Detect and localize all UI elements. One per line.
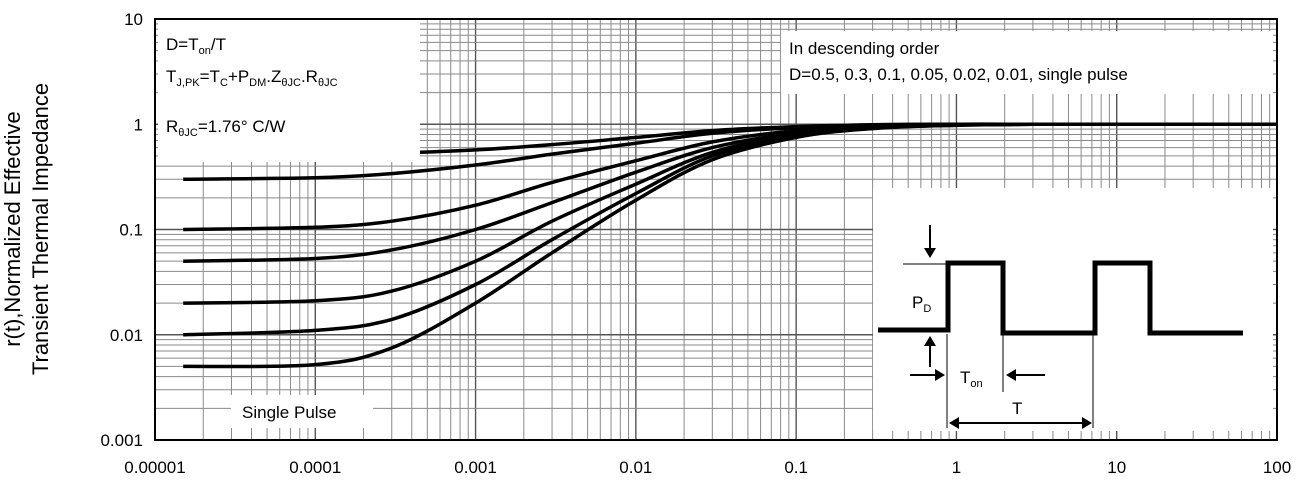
y-tick-label: 0.01 [110, 326, 143, 345]
pd-bottom-arrowhead [924, 336, 936, 346]
y-tick-label: 0.1 [119, 221, 143, 240]
single-pulse-bg [231, 395, 373, 428]
y-axis-label-line-2: Transient Thermal Impedance [28, 83, 53, 375]
x-tick-label: 0.0001 [289, 458, 341, 477]
formula-box-bg [158, 19, 420, 162]
single-pulse-label: Single Pulse [242, 403, 337, 422]
x-tick-label: 1 [952, 458, 961, 477]
x-tick-label: 0.00001 [124, 458, 185, 477]
order-line-2: D=0.5, 0.3, 0.1, 0.05, 0.02, 0.01, singl… [789, 65, 1128, 84]
x-tick-label: 10 [1107, 458, 1126, 477]
x-tick-label: 0.001 [454, 458, 497, 477]
x-tick-label: 0.1 [784, 458, 808, 477]
inset-bg [873, 188, 1273, 431]
ton-label: Ton [960, 368, 983, 390]
period-left-arrowhead [949, 417, 959, 429]
order-line-1: In descending order [789, 39, 940, 58]
axis-tick-labels: 0.00001 0.0001 0.001 0.01 0.1 1 10 100 10 1 0.1 0.0… [100, 10, 1291, 477]
formula-box: D=Ton/T TJ,PK=TC+PDM.ZθJC.RθJC RθJC=1.76… [158, 19, 420, 162]
x-tick-label: 0.01 [619, 458, 652, 477]
thermal-resistance-value: RθJC=1.76° C/W [166, 117, 285, 139]
junction-temp-formula: TJ,PK=TC+PDM.ZθJC.RθJC [166, 67, 338, 89]
period-label: T [1012, 399, 1022, 418]
order-box-bg [781, 31, 1273, 94]
y-axis-label-line-1: r(t),Normalized Effective [0, 111, 25, 347]
pulse-waveform [878, 260, 1243, 336]
ton-left-arrowhead [935, 369, 945, 381]
x-tick-label: 100 [1263, 458, 1291, 477]
y-tick-label: 0.001 [100, 431, 143, 450]
pd-top-arrowhead [924, 248, 936, 258]
y-tick-label: 10 [124, 10, 143, 29]
period-right-arrowhead [1082, 417, 1092, 429]
pd-label: PD [912, 293, 931, 315]
duty-formula: D=Ton/T [166, 35, 226, 57]
pulse-inset-diagram: PD Ton T [873, 188, 1273, 431]
single-pulse-label-box: Single Pulse [231, 395, 373, 428]
curve-series-6 [183, 122, 1277, 369]
ton-right-arrowhead [1006, 369, 1016, 381]
y-tick-label: 1 [134, 115, 143, 134]
order-legend-box: In descending order D=0.5, 0.3, 0.1, 0.0… [781, 31, 1273, 94]
plot-frame [154, 18, 1278, 441]
